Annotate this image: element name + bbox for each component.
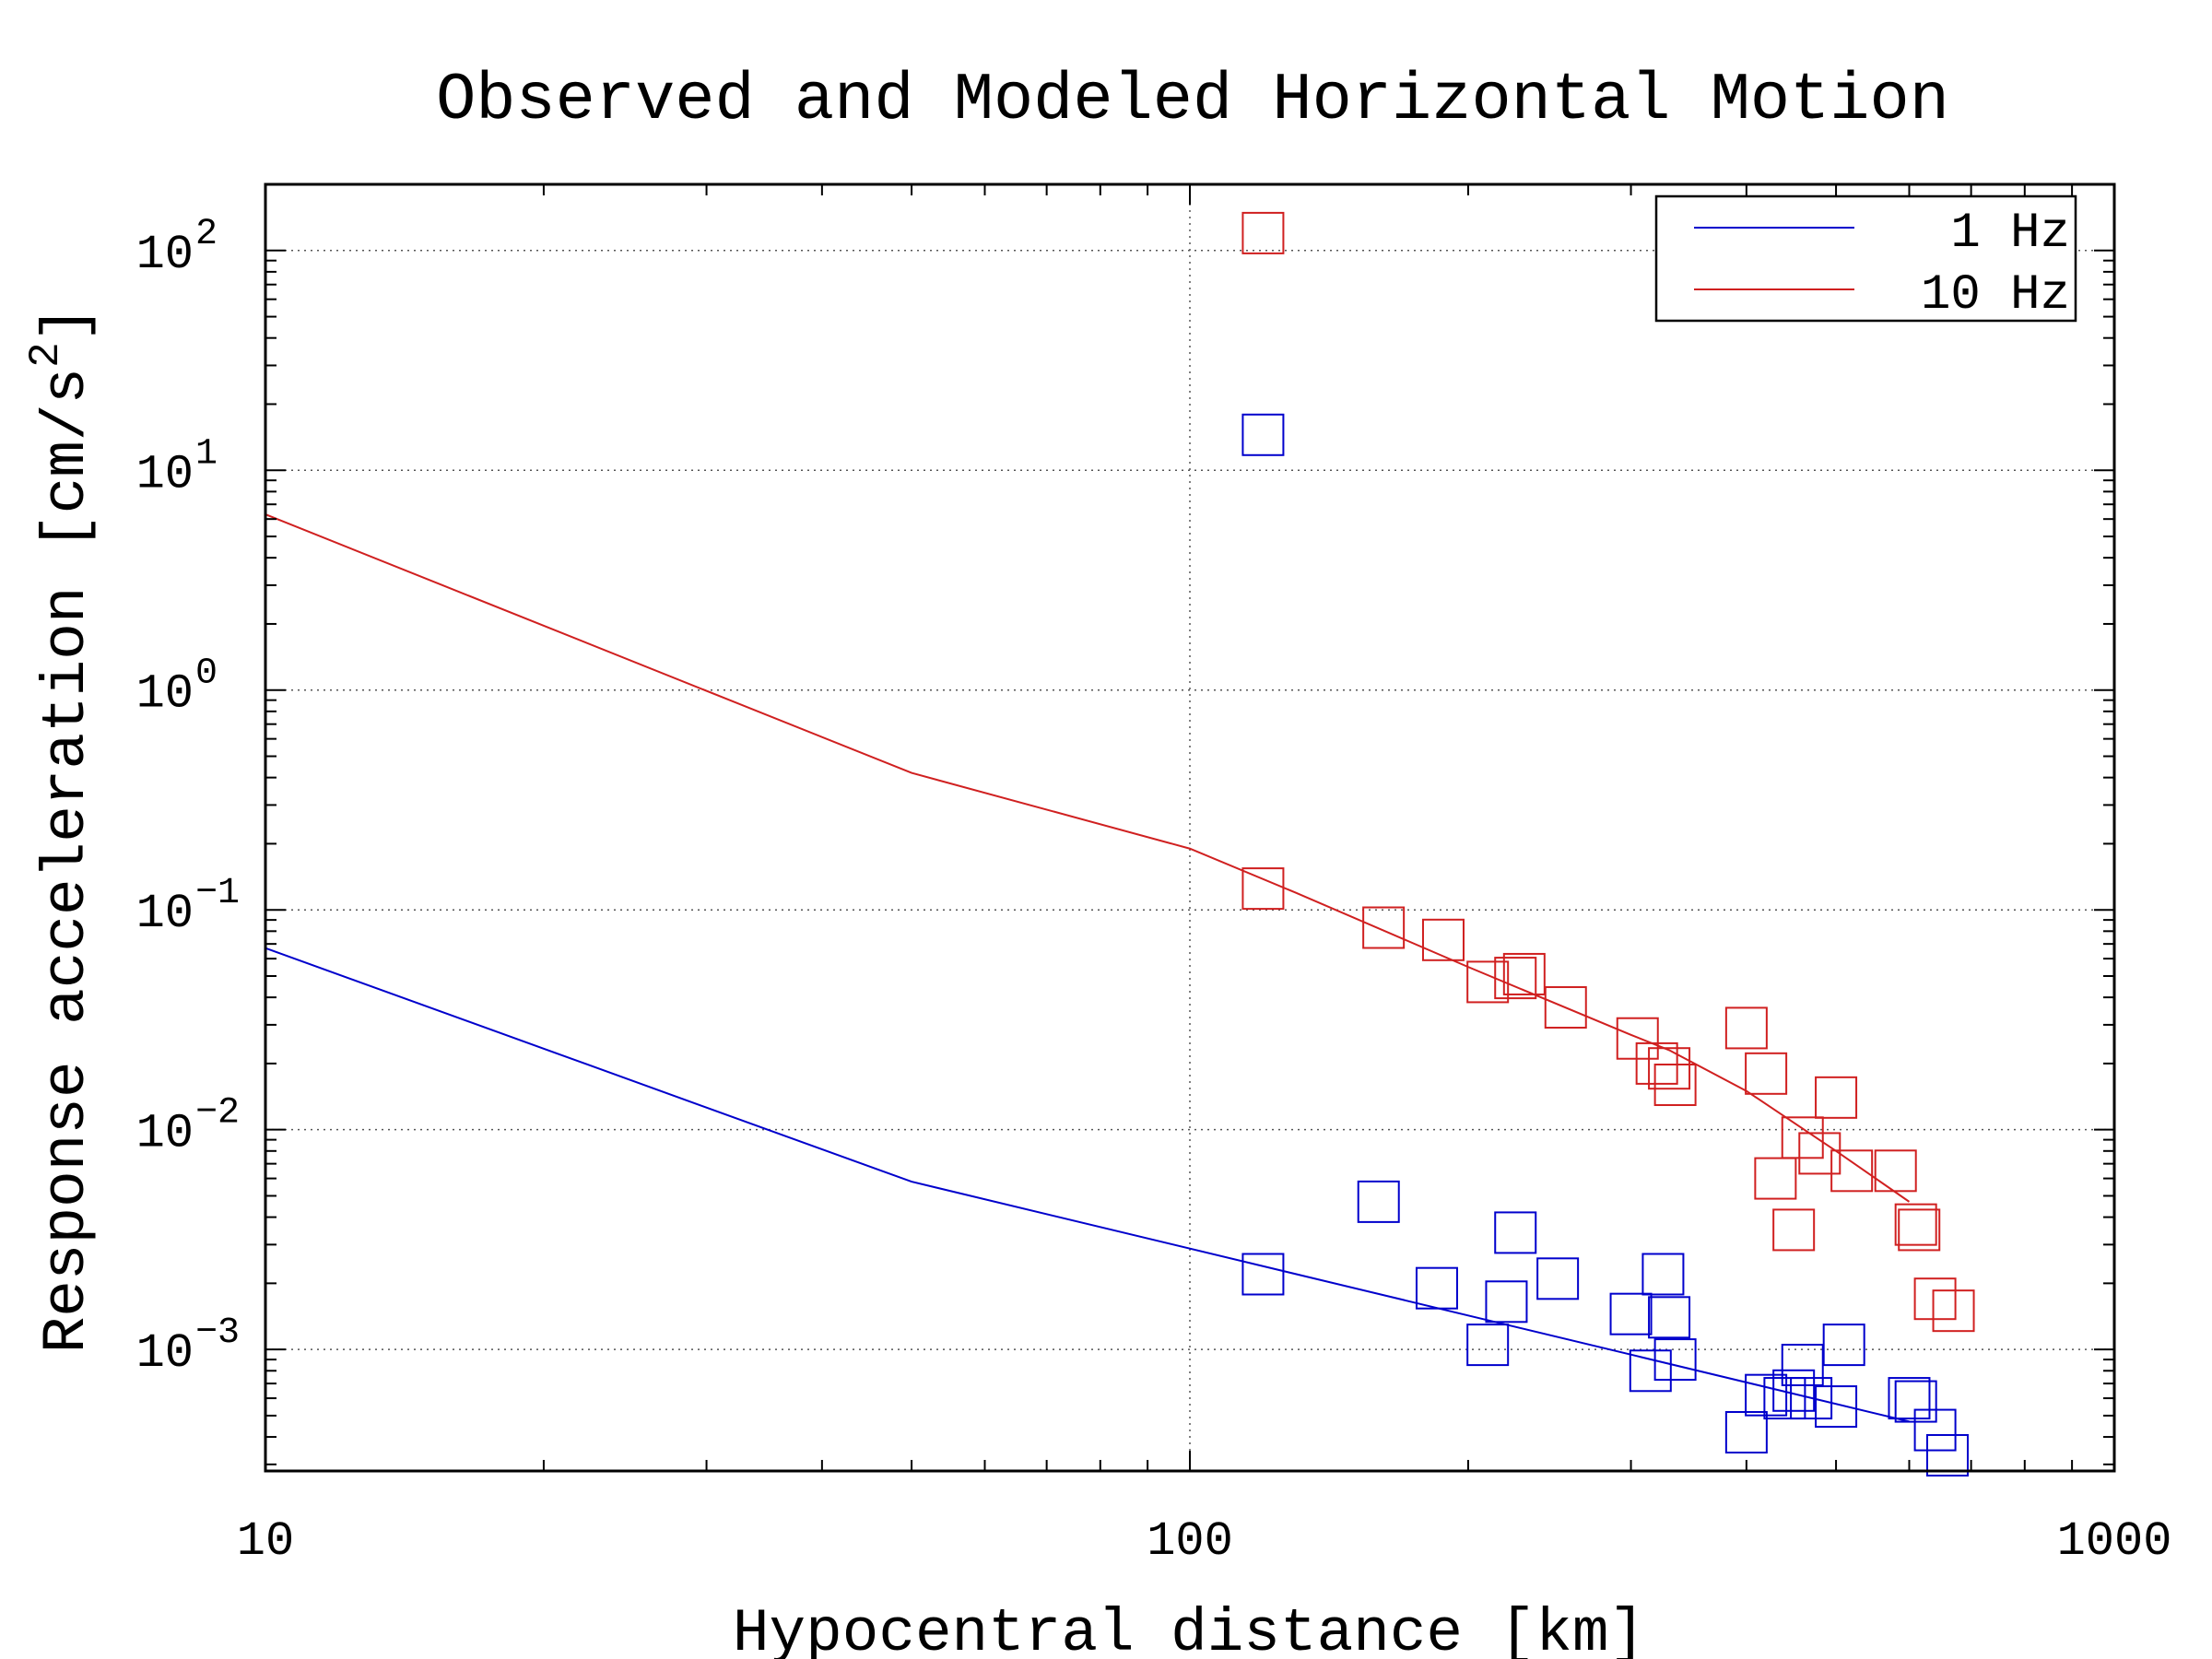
observed-point-10hz bbox=[1466, 960, 1510, 1004]
observed-point-10hz bbox=[1745, 1052, 1788, 1095]
observed-point-10hz bbox=[1241, 867, 1285, 911]
y-tick-exponent: 2 bbox=[195, 214, 218, 255]
y-tick-exponent: 1 bbox=[195, 433, 218, 475]
y-tick-label: 10 bbox=[136, 1326, 194, 1381]
observed-point-1hz bbox=[1357, 1180, 1400, 1223]
observed-point-1hz bbox=[1653, 1338, 1697, 1382]
y-tick-base: 10 bbox=[136, 1107, 194, 1161]
observed-point-1hz bbox=[1641, 1253, 1685, 1296]
grid-lines bbox=[265, 184, 2114, 1471]
observed-point-10hz bbox=[1653, 1064, 1697, 1107]
observed-point-1hz bbox=[1913, 1408, 1957, 1452]
observed-point-1hz bbox=[1745, 1373, 1788, 1417]
observed-point-1hz bbox=[1894, 1380, 1937, 1423]
observed-point-10hz bbox=[1932, 1289, 1975, 1333]
observed-point-10hz bbox=[1772, 1208, 1816, 1252]
observed-point-10hz bbox=[1648, 1047, 1691, 1090]
observed-point-1hz bbox=[1494, 1211, 1537, 1254]
y-tick-label: 10 bbox=[136, 447, 194, 501]
y-tick-base: 10 bbox=[136, 447, 194, 501]
observed-point-1hz bbox=[1485, 1280, 1528, 1324]
observed-point-10hz bbox=[1754, 1157, 1797, 1200]
observed-point-10hz bbox=[1635, 1041, 1678, 1085]
y-tick-base: 10 bbox=[136, 667, 194, 722]
observed-point-10hz bbox=[1894, 1203, 1937, 1246]
y-tick-base: 10 bbox=[136, 1326, 194, 1381]
y-tick-exponent: −3 bbox=[195, 1312, 240, 1354]
observed-point-10hz bbox=[1494, 957, 1537, 1000]
legend-label-1hz: 1 Hz bbox=[1950, 206, 2070, 262]
observed-point-10hz bbox=[1724, 1006, 1768, 1050]
observed-point-1hz bbox=[1241, 413, 1285, 456]
observed-point-10hz bbox=[1830, 1149, 1874, 1193]
observed-point-1hz bbox=[1772, 1369, 1816, 1412]
y-axis-label-exponent: 2 bbox=[22, 342, 70, 368]
legend-label-10hz: 10 Hz bbox=[1921, 267, 2070, 324]
y-tick-label: 10 bbox=[136, 887, 194, 941]
observed-point-10hz bbox=[1241, 211, 1285, 254]
observed-point-1hz bbox=[1815, 1385, 1858, 1429]
observed-point-10hz bbox=[1616, 1017, 1659, 1060]
plot-series bbox=[265, 211, 1975, 1477]
observed-point-1hz bbox=[1241, 1253, 1285, 1296]
y-tick-label: 10 bbox=[136, 228, 194, 282]
observed-point-1hz bbox=[1888, 1377, 1931, 1420]
x-tick-label: 10 bbox=[237, 1514, 294, 1569]
y-axis-label: Response acceleration [cm/s2] bbox=[22, 306, 101, 1354]
y-tick-exponent: −1 bbox=[195, 873, 240, 914]
observed-point-10hz bbox=[1815, 1076, 1858, 1119]
observed-point-1hz bbox=[1466, 1324, 1510, 1367]
y-tick-exponent: −2 bbox=[195, 1093, 240, 1135]
y-tick-label: 10 bbox=[136, 667, 194, 722]
model-line-1hz bbox=[265, 947, 1910, 1423]
observed-point-10hz bbox=[1781, 1116, 1824, 1159]
legend-box bbox=[1654, 194, 2077, 323]
y-axis-label-main: Response acceleration [cm/s bbox=[32, 368, 101, 1353]
chart-title: Observed and Modeled Horizontal Motion bbox=[436, 63, 1949, 138]
x-tick-labels: 10 100 1000 bbox=[237, 1514, 2172, 1569]
y-axis-label-suffix: ] bbox=[32, 306, 101, 343]
y-tick-label: 10 bbox=[136, 1107, 194, 1161]
observed-point-10hz bbox=[1421, 918, 1465, 961]
observed-point-10hz bbox=[1913, 1277, 1957, 1321]
observed-point-1hz bbox=[1609, 1292, 1653, 1335]
x-axis-label: Hypocentral distance [km] bbox=[733, 1599, 1645, 1659]
observed-point-10hz bbox=[1502, 952, 1546, 995]
observed-point-1hz bbox=[1763, 1377, 1806, 1420]
observed-point-1hz bbox=[1415, 1266, 1458, 1310]
observed-point-10hz bbox=[1362, 906, 1406, 949]
observed-point-10hz bbox=[1898, 1208, 1941, 1252]
legend: 1 Hz 10 Hz bbox=[1654, 194, 2077, 324]
observed-point-10hz bbox=[1874, 1149, 1917, 1193]
observed-point-1hz bbox=[1822, 1324, 1865, 1367]
x-tick-label: 100 bbox=[1147, 1514, 1233, 1569]
observed-point-1hz bbox=[1926, 1433, 1970, 1477]
axis-minor-ticks bbox=[265, 183, 2114, 1471]
observed-point-1hz bbox=[1629, 1349, 1672, 1393]
observed-point-10hz bbox=[1798, 1132, 1841, 1175]
y-tick-exponent: 0 bbox=[195, 653, 218, 695]
x-tick-label: 1000 bbox=[2057, 1514, 2172, 1569]
y-tick-base: 10 bbox=[136, 228, 194, 282]
observed-point-1hz bbox=[1790, 1377, 1833, 1420]
model-line-10hz bbox=[265, 513, 1911, 1203]
y-tick-base: 10 bbox=[136, 887, 194, 941]
observed-point-1hz bbox=[1648, 1296, 1691, 1339]
observed-point-10hz bbox=[1544, 986, 1587, 1030]
observed-point-1hz bbox=[1536, 1257, 1580, 1300]
